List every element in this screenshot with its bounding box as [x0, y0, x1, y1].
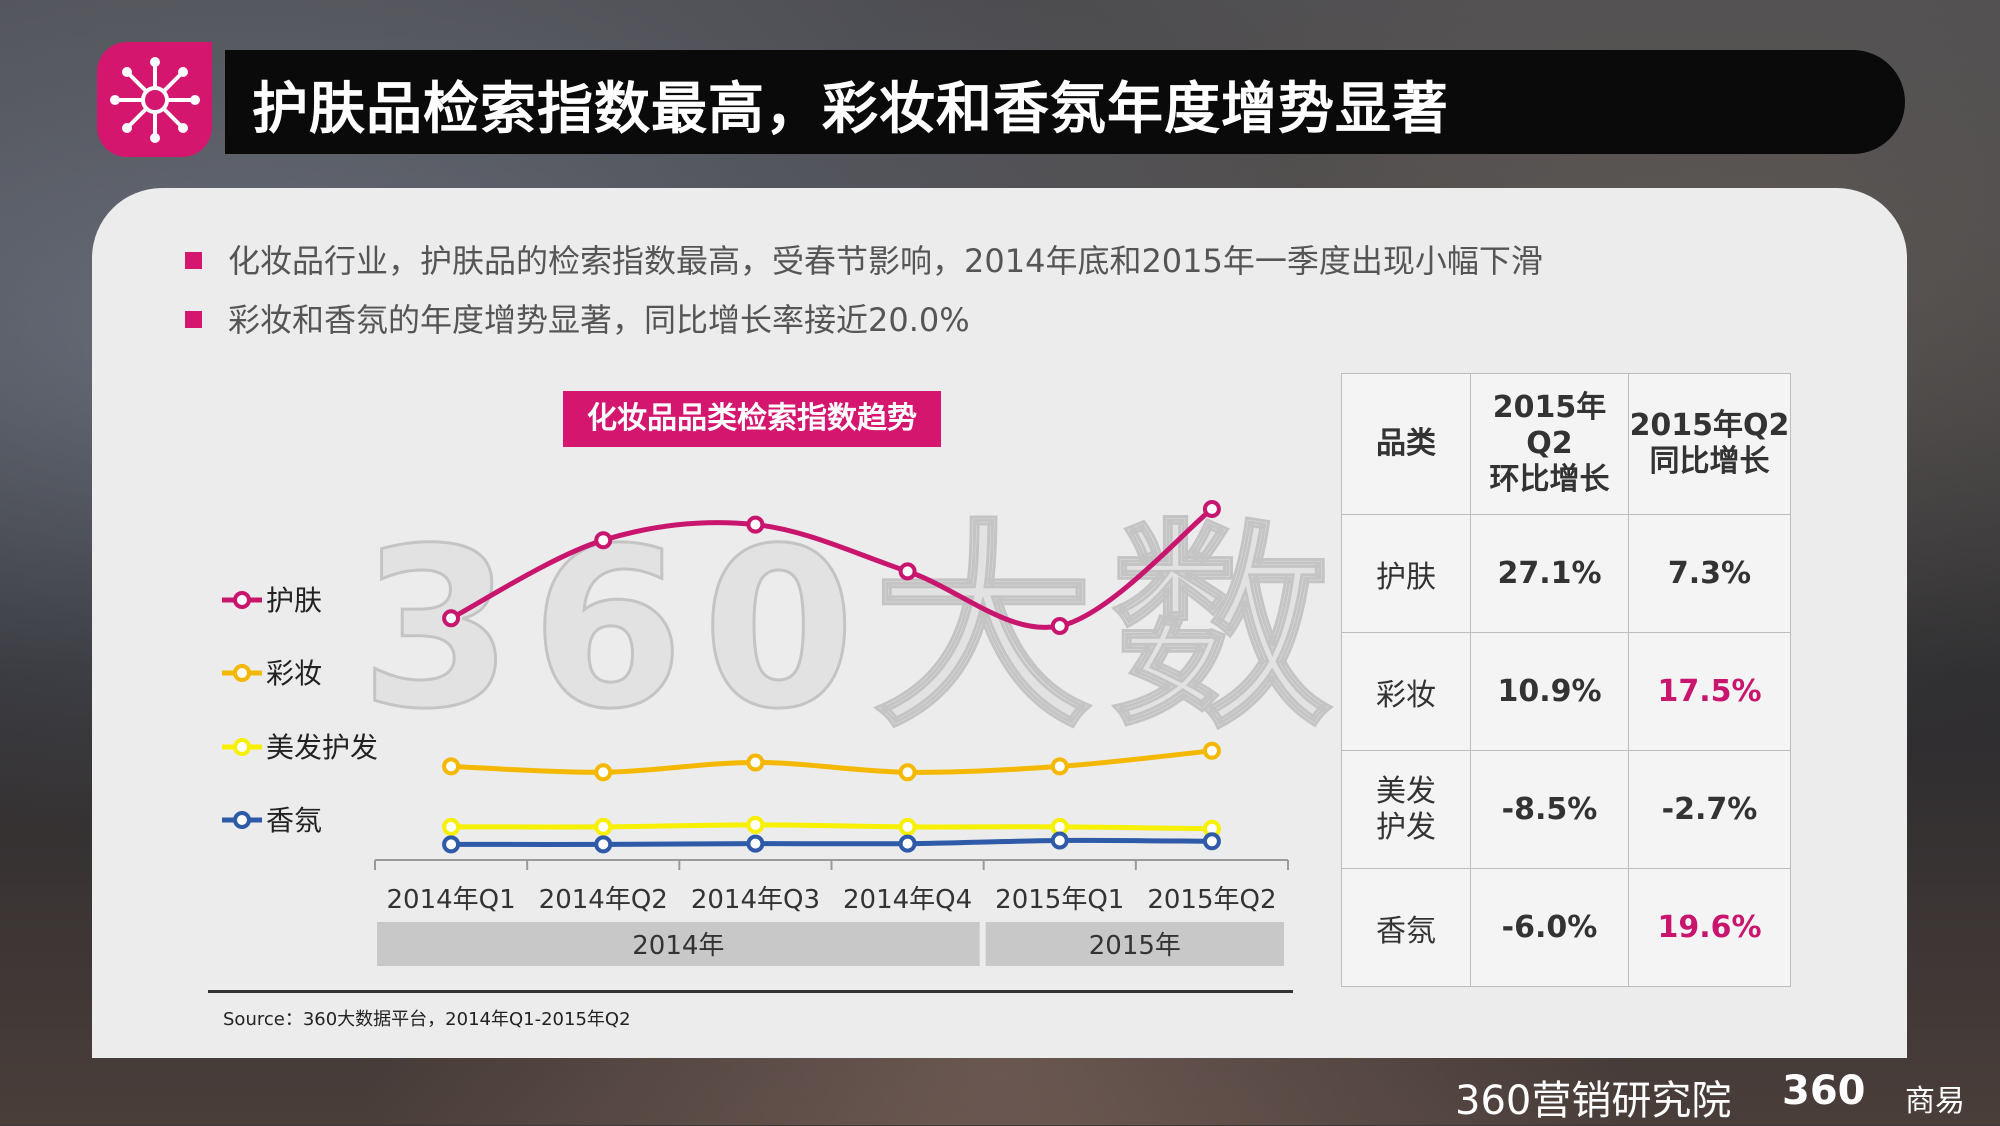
table-row: 香氛 -6.0% 19.6% [1341, 868, 1791, 987]
x-tick-label: 2014年Q3 [691, 885, 820, 915]
footer-brand-logo: 360 [1782, 1068, 1866, 1114]
legend-marker [233, 738, 251, 756]
data-point [1050, 757, 1069, 776]
data-point [594, 835, 613, 854]
year-group-label: 2015年 [1089, 931, 1181, 961]
yoy-cell: 17.5% [1628, 632, 1791, 751]
x-tick-label: 2015年Q1 [995, 885, 1124, 915]
year-group-band [985, 922, 1284, 966]
qoq-cell: 27.1% [1470, 514, 1629, 633]
data-point [898, 834, 917, 853]
legend-marker [233, 664, 251, 682]
page-title: 护肤品检索指数最高，彩妆和香氛年度增势显著 [252, 77, 1449, 142]
table-row: 美发 护发 -8.5% -2.7% [1341, 750, 1791, 869]
legend-label: 香氛 [266, 804, 322, 837]
watermark-text: 360大数 [360, 501, 1349, 757]
x-tick-label: 2014年Q1 [386, 885, 515, 915]
bullet-item: 彩妆和香氛的年度增势显著，同比增长率接近20.0% [185, 295, 970, 341]
data-point [594, 763, 613, 782]
data-point [442, 817, 461, 836]
title-bar [225, 50, 1905, 154]
data-point [1050, 617, 1069, 635]
header-cell: 品类 [1341, 373, 1471, 515]
data-point [746, 515, 765, 534]
qoq-cell: -8.5% [1470, 750, 1629, 869]
category-cell: 香氛 [1341, 868, 1471, 987]
data-point [746, 815, 765, 834]
table-header-row: 品类 2015年Q2 环比增长 2015年Q2 同比增长 [1341, 373, 1791, 515]
data-point [898, 562, 917, 581]
data-point [898, 817, 917, 836]
category-cell: 护肤 [1341, 514, 1471, 633]
source-note: Source：360大数据平台，2014年Q1-2015年Q2 [223, 1009, 631, 1030]
year-group-label: 2014年 [632, 931, 724, 961]
chart-title: 化妆品品类检索指数趋势 [563, 391, 941, 447]
bullet-item: 化妆品行业，护肤品的检索指数最高，受春节影响，2014年底和2015年一季度出现… [185, 236, 1543, 282]
yoy-cell: -2.7% [1628, 750, 1791, 869]
data-point [594, 817, 613, 836]
x-tick-label: 2014年Q4 [843, 885, 972, 915]
logo-badge [97, 42, 212, 157]
legend-marker [233, 811, 251, 829]
footer-brand: 360营销研究院 [1455, 1078, 1732, 1124]
x-tick-label: 2014年Q2 [539, 885, 668, 915]
growth-table: 品类 2015年Q2 环比增长 2015年Q2 同比增长 护肤 27.1% 7.… [1341, 373, 1791, 987]
data-point [746, 753, 765, 772]
data-point [594, 531, 613, 550]
data-point [1202, 832, 1221, 851]
legend-label: 护肤 [266, 584, 322, 617]
data-point [442, 609, 461, 628]
x-tick-label: 2015年Q2 [1147, 885, 1276, 915]
category-cell: 彩妆 [1341, 632, 1471, 751]
qoq-cell: 10.9% [1470, 632, 1629, 751]
source-divider [208, 990, 1293, 993]
header-cell: 2015年Q2 同比增长 [1628, 373, 1791, 515]
data-point [442, 835, 461, 854]
bullet-text: 化妆品行业，护肤品的检索指数最高，受春节影响，2014年底和2015年一季度出现… [228, 242, 1543, 280]
legend-label: 彩妆 [266, 657, 322, 690]
yoy-cell: 7.3% [1628, 514, 1791, 633]
data-point [898, 763, 917, 782]
series-line [450, 748, 1213, 775]
data-point [1050, 831, 1069, 850]
category-cell: 美发 护发 [1341, 750, 1471, 869]
series-line [451, 837, 1212, 847]
qoq-cell: -6.0% [1470, 868, 1629, 987]
bullet-square-icon [185, 310, 202, 328]
network-nodes-icon [110, 57, 200, 143]
data-point [1202, 741, 1221, 760]
bullet-square-icon [185, 251, 202, 269]
year-group-band [377, 922, 980, 966]
table-row: 彩妆 10.9% 17.5% [1341, 632, 1791, 751]
footer-brand-name: 商易 [1905, 1084, 1965, 1119]
yoy-cell: 19.6% [1628, 868, 1791, 987]
table-row: 护肤 27.1% 7.3% [1341, 514, 1791, 633]
series-line [449, 507, 1214, 630]
legend-marker [233, 591, 251, 609]
data-point [1202, 500, 1221, 518]
header-cell: 2015年Q2 环比增长 [1470, 373, 1629, 515]
data-point [442, 757, 461, 776]
data-point [746, 834, 765, 853]
bullet-text: 彩妆和香氛的年度增势显著，同比增长率接近20.0% [228, 301, 970, 339]
series-line [451, 822, 1212, 832]
legend-label: 美发护发 [266, 731, 378, 764]
